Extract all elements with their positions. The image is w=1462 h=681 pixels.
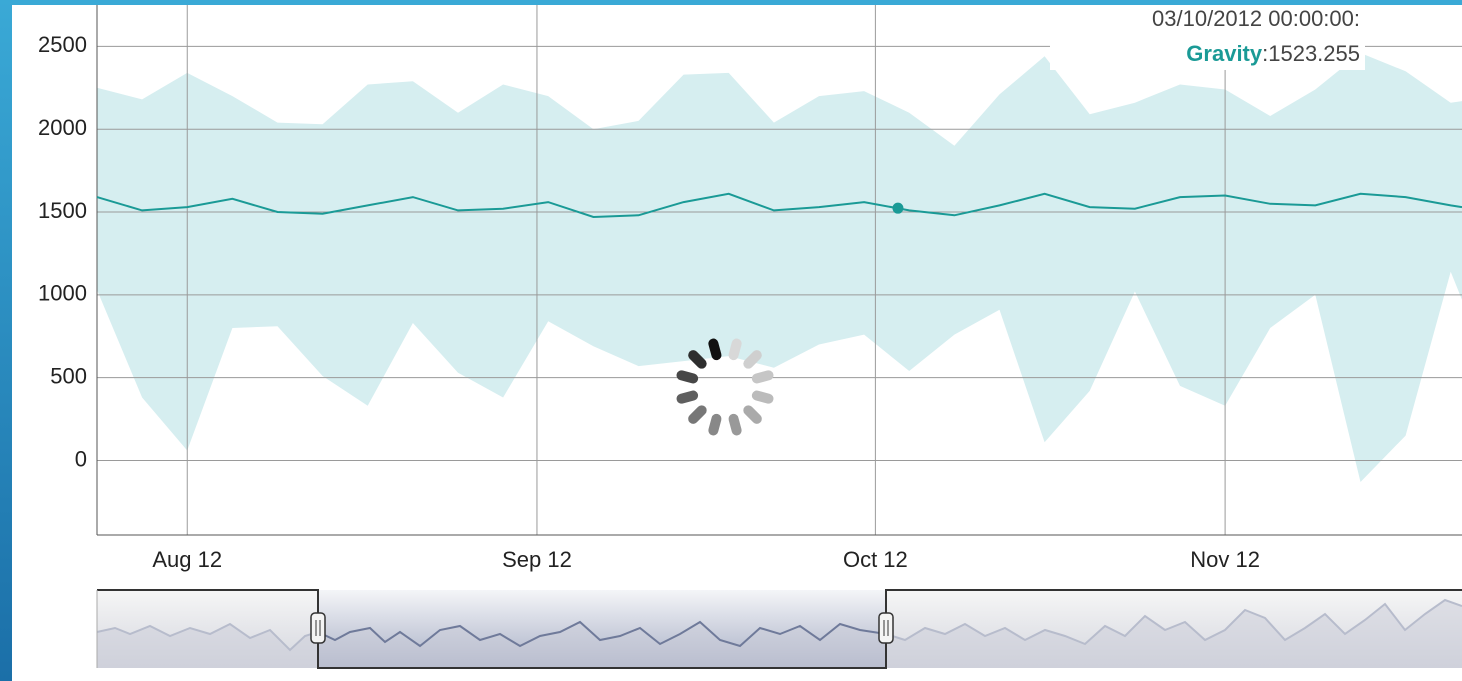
spinner-bar bbox=[688, 405, 707, 424]
tooltip-value-line: Gravity:1523.255 bbox=[1186, 41, 1360, 66]
left-strip bbox=[0, 0, 12, 681]
y-tick-label: 2500 bbox=[38, 32, 87, 57]
spinner-bar bbox=[708, 338, 722, 361]
spinner-bar bbox=[743, 405, 762, 424]
range-mini-line bbox=[885, 598, 1462, 646]
x-tick-label: Nov 12 bbox=[1190, 547, 1260, 572]
tooltip-series-name: Gravity bbox=[1186, 41, 1263, 66]
range-mini-line bbox=[96, 622, 319, 652]
spinner-bar bbox=[688, 350, 707, 369]
plot: 0 500 1000 1500 2000 2500 Aug 12 Sep 12 Oct 12 No… bbox=[38, 5, 1462, 572]
x-tick-label: Oct 12 bbox=[843, 547, 908, 572]
top-strip bbox=[0, 0, 1462, 5]
spinner-bar bbox=[751, 370, 774, 384]
spinner-bar bbox=[743, 350, 762, 369]
range-selector[interactable] bbox=[96, 589, 1462, 669]
series-line bbox=[96, 192, 1462, 219]
tooltip-box bbox=[1050, 5, 1365, 70]
spinner-bar bbox=[676, 370, 699, 384]
loading-spinner bbox=[676, 338, 774, 436]
range-outline bbox=[97, 589, 1462, 669]
spinner-bar bbox=[708, 413, 722, 436]
y-tick-label: 500 bbox=[50, 363, 87, 388]
spinner-bar bbox=[676, 390, 699, 404]
range-mini-line bbox=[317, 620, 887, 648]
tooltip-date: 03/10/2012 00:00:00: bbox=[1152, 6, 1360, 31]
y-tick-label: 0 bbox=[75, 446, 87, 471]
x-tick-label: Aug 12 bbox=[152, 547, 222, 572]
range-handle-right[interactable] bbox=[878, 612, 894, 644]
x-tick-label: Sep 12 bbox=[502, 547, 572, 572]
tooltip-value: :1523.255 bbox=[1262, 41, 1360, 66]
spinner-bar bbox=[751, 390, 774, 404]
y-tick-label: 2000 bbox=[38, 115, 87, 140]
tooltip: 03/10/2012 00:00:00: Gravity:1523.255 bbox=[1050, 5, 1365, 70]
spinner-bar bbox=[728, 413, 742, 436]
spinner-bar bbox=[728, 338, 742, 361]
y-tick-label: 1000 bbox=[38, 281, 87, 306]
y-tick-label: 1500 bbox=[38, 198, 87, 223]
range-handle-left[interactable] bbox=[310, 612, 326, 644]
confidence-band bbox=[97, 53, 1462, 482]
highlight-point bbox=[892, 202, 904, 214]
